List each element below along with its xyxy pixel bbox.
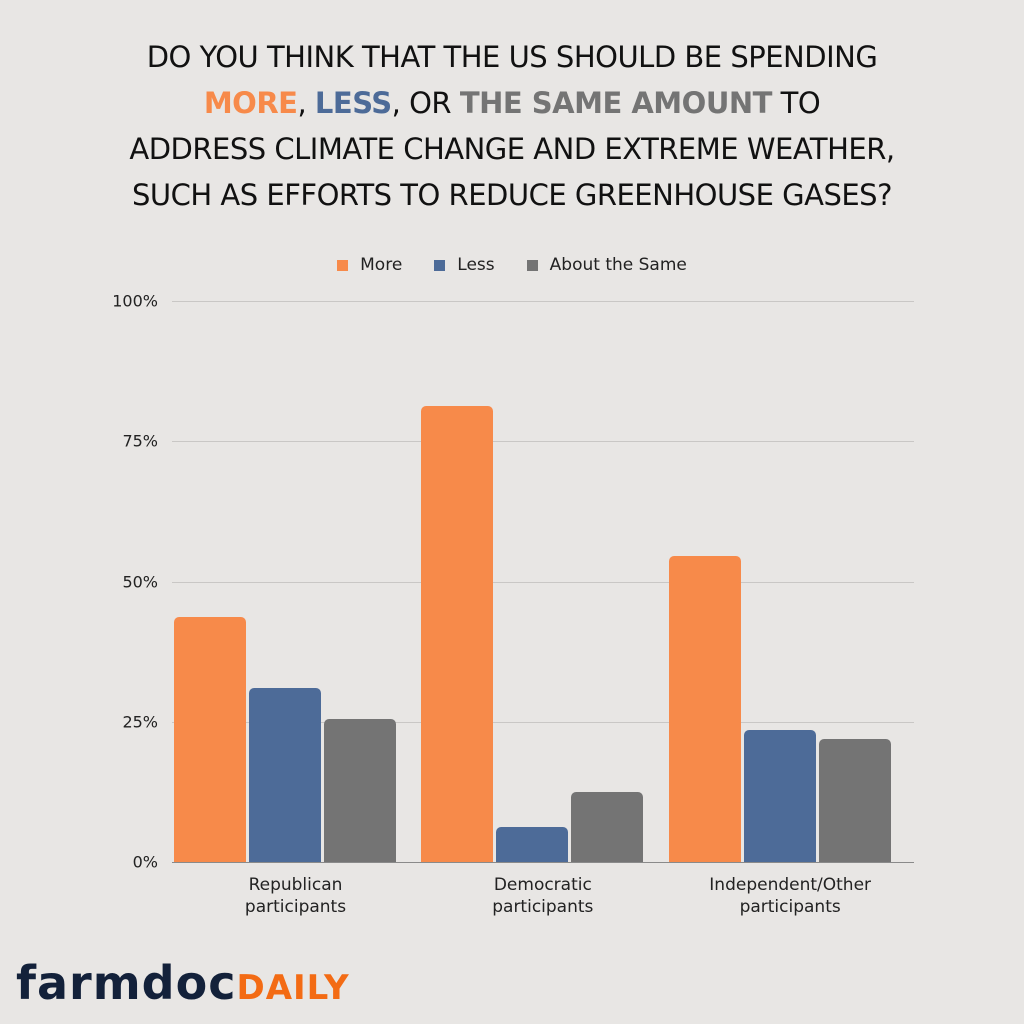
bar-about-the-same-0 bbox=[324, 718, 396, 862]
plot-area bbox=[172, 301, 914, 863]
bar-more-0 bbox=[174, 616, 246, 862]
title-sep: , bbox=[297, 86, 315, 120]
x-label-line: participants bbox=[492, 897, 594, 917]
chart-title: DO YOU THINK THAT THE US SHOULD BE SPEND… bbox=[0, 34, 1024, 218]
title-line-4: SUCH AS EFFORTS TO REDUCE GREENHOUSE GAS… bbox=[132, 178, 892, 212]
bar-more-1 bbox=[421, 406, 494, 862]
title-end: TO bbox=[771, 86, 821, 120]
x-label-line: Independent/Other bbox=[709, 875, 872, 895]
legend-swatch bbox=[526, 259, 538, 271]
bar-about-the-same-1 bbox=[571, 791, 644, 862]
x-label-line: participants bbox=[244, 897, 347, 917]
bar-about-the-same-2 bbox=[818, 739, 891, 862]
legend-swatch bbox=[337, 259, 349, 271]
y-tick-label: 50% bbox=[122, 572, 158, 591]
legend-label: About the Same bbox=[549, 255, 687, 275]
title-sep: , OR bbox=[391, 86, 460, 120]
bar-more-2 bbox=[668, 555, 741, 862]
legend-item-less: Less bbox=[434, 255, 495, 275]
gridline bbox=[172, 441, 914, 443]
title-same: THE SAME AMOUNT bbox=[459, 86, 773, 120]
title-line-1: DO YOU THINK THAT THE US SHOULD BE SPEND… bbox=[146, 40, 878, 74]
title-more: MORE bbox=[203, 86, 298, 120]
x-tick-label: Democratic participants bbox=[419, 874, 666, 918]
legend-item-about-the-same: About the Same bbox=[526, 255, 687, 275]
gridline bbox=[172, 581, 914, 583]
title-line-3: ADDRESS CLIMATE CHANGE AND EXTREME WEATH… bbox=[129, 132, 895, 166]
chart-legend: More Less About the Same bbox=[0, 255, 1024, 275]
bar-less-2 bbox=[743, 730, 816, 862]
bar-less-0 bbox=[249, 688, 321, 862]
legend-swatch bbox=[434, 259, 446, 271]
y-tick-label: 75% bbox=[122, 431, 158, 451]
gridline bbox=[172, 721, 914, 723]
legend-label: Less bbox=[457, 255, 495, 275]
y-tick-label: 100% bbox=[112, 291, 158, 311]
title-line-2: MORE, LESS, OR THE SAME AMOUNT TO bbox=[0, 80, 1024, 126]
legend-item-more: More bbox=[337, 255, 402, 275]
gridline bbox=[172, 301, 914, 302]
x-tick-label: Independent/Other participants bbox=[667, 874, 914, 918]
x-label-line: Democratic bbox=[493, 875, 592, 895]
y-tick-label: 25% bbox=[122, 712, 158, 732]
x-label-line: Republican bbox=[248, 875, 343, 895]
bar-less-1 bbox=[496, 826, 569, 862]
x-axis-line bbox=[172, 862, 914, 863]
farmdoc-daily-logo: farmdocDAILY bbox=[16, 956, 350, 1010]
legend-label: More bbox=[360, 255, 403, 275]
logo-farmdoc: farmdoc bbox=[16, 956, 237, 1010]
logo-daily: DAILY bbox=[236, 968, 350, 1008]
x-label-line: participants bbox=[739, 897, 841, 917]
x-tick-label: Republican participants bbox=[172, 874, 419, 918]
y-tick-label: 0% bbox=[132, 852, 158, 872]
title-less: LESS bbox=[314, 86, 392, 120]
